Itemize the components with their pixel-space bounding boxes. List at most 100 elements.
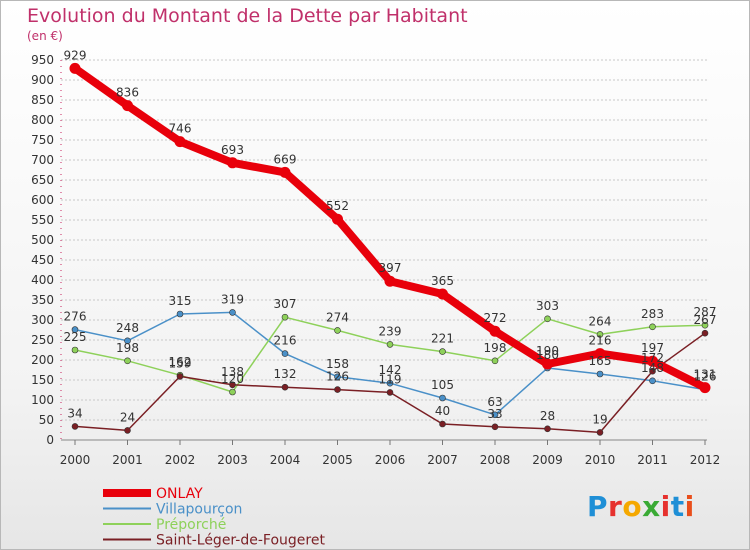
data-label: 693 — [221, 143, 244, 157]
data-label: 198 — [484, 341, 507, 355]
data-point — [544, 425, 551, 433]
legend-label: Villapourçon — [156, 502, 242, 518]
data-point — [596, 370, 604, 378]
data-point — [544, 315, 551, 323]
data-point — [701, 321, 709, 329]
data-point — [491, 423, 499, 431]
brand-letter: o — [622, 490, 643, 523]
data-label: 746 — [169, 122, 192, 136]
data-point — [69, 62, 81, 74]
brand-letter: x — [642, 490, 661, 523]
x-tick-label: 2002 — [165, 453, 196, 467]
y-tick-label: 0 — [46, 433, 54, 447]
data-point — [699, 382, 711, 394]
y-tick-label: 900 — [31, 73, 54, 87]
data-label: 172 — [641, 351, 664, 365]
x-tick-label: 2006 — [375, 453, 406, 467]
data-label: 216 — [589, 334, 612, 348]
data-point — [229, 388, 236, 396]
data-label: 34 — [67, 406, 82, 420]
data-label: 126 — [326, 370, 349, 384]
data-label: 303 — [536, 299, 559, 313]
y-tick-label: 250 — [31, 333, 54, 347]
data-point — [649, 367, 656, 375]
data-point — [439, 394, 446, 402]
data-label: 264 — [589, 314, 612, 328]
x-tick-label: 2012 — [690, 453, 721, 467]
legend-label: Saint-Léger-de-Fougeret — [156, 533, 325, 549]
x-tick-label: 2009 — [532, 453, 563, 467]
data-point — [386, 389, 394, 396]
x-tick-label: 2005 — [322, 453, 353, 467]
data-point — [71, 423, 79, 430]
data-label: 552 — [326, 199, 349, 213]
data-label: 287 — [694, 305, 717, 319]
data-point — [176, 310, 184, 318]
y-tick-label: 200 — [31, 353, 54, 367]
y-tick-label: 500 — [31, 233, 54, 247]
data-label: 836 — [116, 86, 139, 100]
data-label: 307 — [274, 297, 297, 311]
data-point — [279, 166, 291, 178]
y-tick-label: 700 — [31, 153, 54, 167]
y-tick-label: 650 — [31, 173, 54, 187]
data-point — [176, 373, 184, 380]
data-point — [439, 348, 446, 355]
brand-letter: i — [660, 490, 671, 523]
y-tick-label: 550 — [31, 213, 54, 227]
data-point — [281, 383, 289, 391]
y-tick-label: 300 — [31, 313, 54, 327]
data-point — [227, 157, 238, 169]
data-label: 120 — [221, 372, 244, 386]
data-label: 190 — [536, 344, 559, 358]
data-point — [647, 355, 658, 367]
x-tick-label: 2004 — [270, 453, 301, 467]
data-label: 216 — [274, 334, 297, 348]
data-point — [489, 325, 501, 337]
x-tick-label: 2008 — [480, 453, 511, 467]
data-point — [386, 379, 394, 387]
data-point — [124, 427, 131, 434]
x-tick-label: 2010 — [585, 453, 616, 467]
data-label: 148 — [641, 361, 664, 375]
data-labels: 929 836 746 693 669 552 397 365 272 190 216 197 131 2… — [64, 48, 717, 426]
data-label: 119 — [379, 372, 402, 386]
data-label: 165 — [589, 354, 612, 368]
legend-label: Préporché — [156, 517, 226, 533]
data-point — [491, 357, 499, 365]
y-tick-label: 800 — [31, 113, 54, 127]
data-label: 158 — [326, 357, 349, 371]
data-label: 162 — [169, 355, 192, 369]
brand-letter: t — [670, 490, 685, 523]
y-tick-label: 400 — [31, 273, 54, 287]
data-label: 397 — [379, 261, 402, 275]
y-tick-label: 750 — [31, 133, 54, 147]
y-tick-label: 850 — [31, 93, 54, 107]
data-point — [124, 357, 131, 365]
data-label: 276 — [64, 310, 87, 324]
data-point — [334, 373, 341, 381]
data-label: 221 — [431, 332, 454, 346]
brand-letter: P — [587, 490, 609, 523]
data-label: 24 — [120, 410, 135, 424]
data-label: 267 — [694, 313, 717, 327]
data-point — [439, 420, 446, 428]
data-point — [281, 350, 289, 357]
data-point — [649, 323, 656, 331]
x-tick-label: 2011 — [637, 453, 668, 467]
data-label: 669 — [274, 152, 297, 166]
data-point — [596, 331, 604, 338]
legend: ONLAYVillapourçonPréporchéSaint-Léger-de… — [103, 486, 325, 549]
data-point — [437, 288, 448, 300]
data-label: 131 — [694, 368, 717, 382]
data-label: 929 — [64, 48, 87, 62]
data-label: 19 — [592, 412, 607, 426]
data-label: 248 — [116, 321, 139, 335]
data-point — [71, 346, 79, 354]
brand-logo: Proxiti — [587, 490, 695, 523]
data-label: 274 — [326, 310, 349, 324]
data-point — [229, 381, 236, 389]
data-label: 283 — [641, 307, 664, 321]
data-point — [71, 326, 79, 333]
